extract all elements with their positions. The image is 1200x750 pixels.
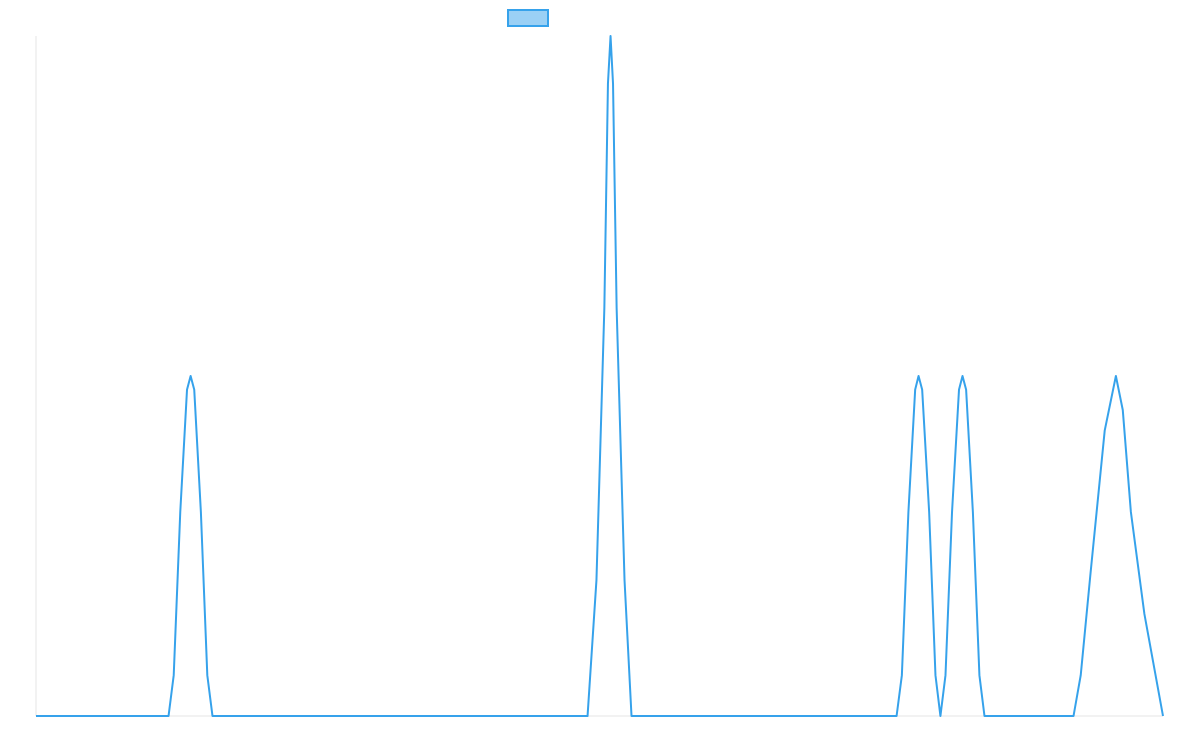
data-point[interactable] [1128,509,1134,515]
legend[interactable] [507,9,549,27]
data-point[interactable] [1113,373,1119,379]
data-point[interactable] [899,672,905,678]
data-point[interactable] [1160,713,1166,719]
data-point[interactable] [33,713,39,719]
data-point[interactable] [926,509,932,515]
data-point[interactable] [981,713,987,719]
data-point[interactable] [184,387,190,393]
data-point[interactable] [963,387,969,393]
data-point[interactable] [601,305,607,311]
data-point[interactable] [960,373,966,379]
data-point[interactable] [209,713,215,719]
data-point[interactable] [919,387,925,393]
data-point[interactable] [593,577,599,583]
data-point[interactable] [188,373,194,379]
data-point[interactable] [177,509,183,515]
data-point[interactable] [1141,611,1147,617]
data-point[interactable] [1071,713,1077,719]
data-point[interactable] [585,713,591,719]
data-point[interactable] [956,387,962,393]
data-point[interactable] [204,672,210,678]
data-point[interactable] [949,509,955,515]
data-point[interactable] [976,672,982,678]
data-point[interactable] [912,387,918,393]
data-point[interactable] [629,713,635,719]
data-point[interactable] [937,713,943,719]
data-point[interactable] [942,672,948,678]
data-point[interactable] [916,373,922,379]
data-point[interactable] [198,509,204,515]
data-point[interactable] [932,672,938,678]
data-point[interactable] [1078,672,1084,678]
data-point[interactable] [191,387,197,393]
series-layer [33,33,1166,719]
data-point[interactable] [610,81,616,87]
data-point[interactable] [1088,570,1094,576]
data-point[interactable] [614,305,620,311]
data-point[interactable] [622,577,628,583]
legend-swatch[interactable] [507,9,549,27]
data-point[interactable] [894,713,900,719]
data-point[interactable] [171,672,177,678]
series-line-0 [36,35,1164,717]
data-point[interactable] [1102,427,1108,433]
data-point[interactable] [1120,407,1126,413]
data-point[interactable] [608,33,614,39]
data-point[interactable] [166,713,172,719]
data-point[interactable] [970,509,976,515]
data-point[interactable] [905,509,911,515]
